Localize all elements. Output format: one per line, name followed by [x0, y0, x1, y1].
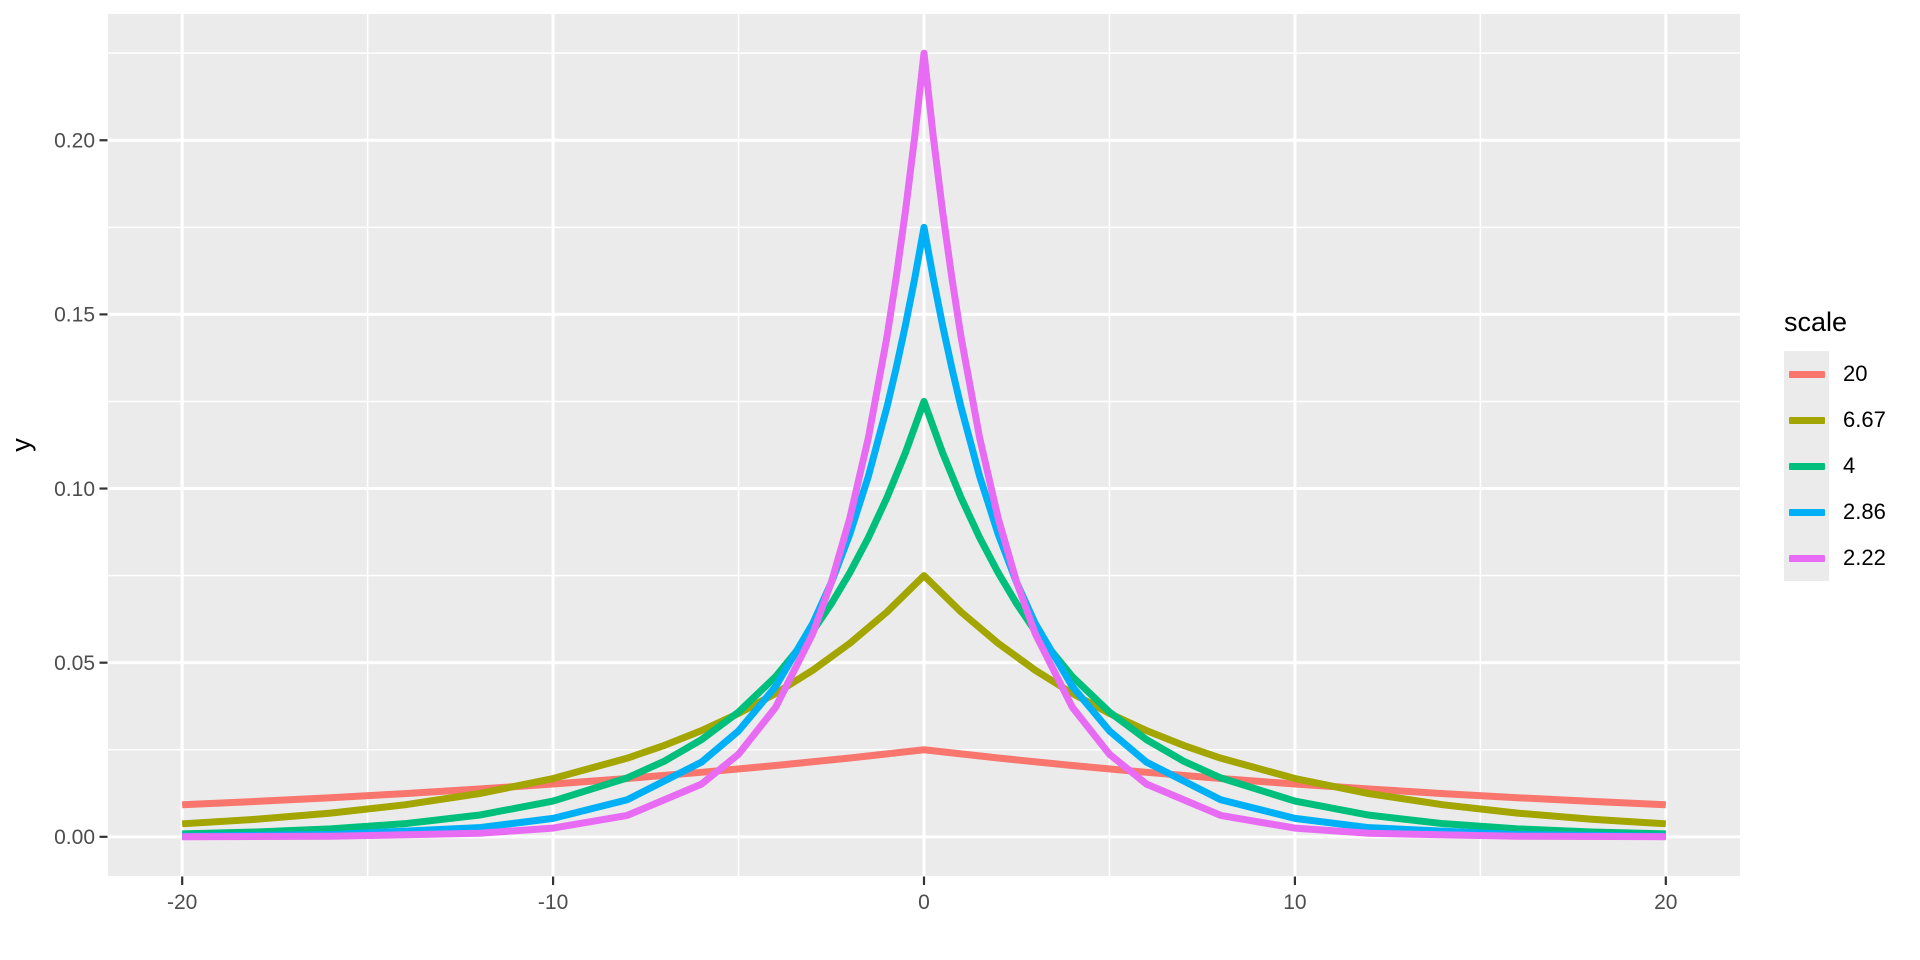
x-axis-tick-label: -10 [538, 891, 568, 914]
legend-key [1784, 351, 1829, 397]
legend-item-scale-4: 4 [1784, 443, 1914, 489]
x-axis-tick-label: -20 [167, 891, 197, 914]
legend-key [1784, 535, 1829, 581]
legend-key-line-icon [1788, 370, 1825, 378]
series-line-scale-4 [182, 397, 1666, 838]
legend-key-line-icon [1788, 508, 1825, 516]
y-axis-tick-label: 0.05 [54, 652, 95, 675]
series-line-scale-2.22 [182, 49, 1666, 841]
legend-item-scale-20: 20 [1784, 351, 1914, 397]
series-line-scale-20 [182, 746, 1666, 809]
legend-title: scale [1784, 307, 1848, 337]
legend-item-label: 2.86 [1843, 499, 1886, 524]
legend-key [1784, 443, 1829, 489]
y-axis-tick-label: 0.15 [54, 304, 95, 327]
legend-item-scale-2-86: 2.86 [1784, 489, 1914, 535]
x-axis-tick-label: 20 [1654, 891, 1677, 914]
y-axis-tick-label: 0.20 [54, 130, 95, 153]
legend-item-label: 4 [1843, 453, 1856, 478]
x-axis-tick-label: 0 [918, 891, 930, 914]
major-gridlines [108, 14, 1740, 876]
legend-item-label: 6.67 [1843, 407, 1886, 432]
legend-item-label: 20 [1843, 361, 1868, 386]
legend-key-line-icon [1788, 554, 1825, 562]
legend-key-line-icon [1788, 462, 1825, 470]
y-axis-tick-label: 0.10 [54, 478, 95, 501]
x-axis-tick-label: 10 [1283, 891, 1306, 914]
series-line-scale-6.67 [181, 572, 1667, 828]
legend-item-label: 2.22 [1843, 545, 1886, 570]
legend-key-line-icon [1788, 416, 1825, 424]
axis-ticks [99, 139, 1667, 885]
legend-key [1784, 397, 1829, 443]
series-line-scale-2.86 [182, 223, 1666, 840]
y-axis-title: y [6, 438, 36, 452]
legend-items: 20 6.67 4 2.86 [1784, 351, 1914, 581]
legend-item-scale-6-67: 6.67 [1784, 397, 1914, 443]
legend: scale 20 6.67 4 [1784, 306, 1914, 581]
legend-key [1784, 489, 1829, 535]
legend-item-scale-2-22: 2.22 [1784, 535, 1914, 581]
y-axis-tick-label: 0.00 [54, 826, 95, 849]
